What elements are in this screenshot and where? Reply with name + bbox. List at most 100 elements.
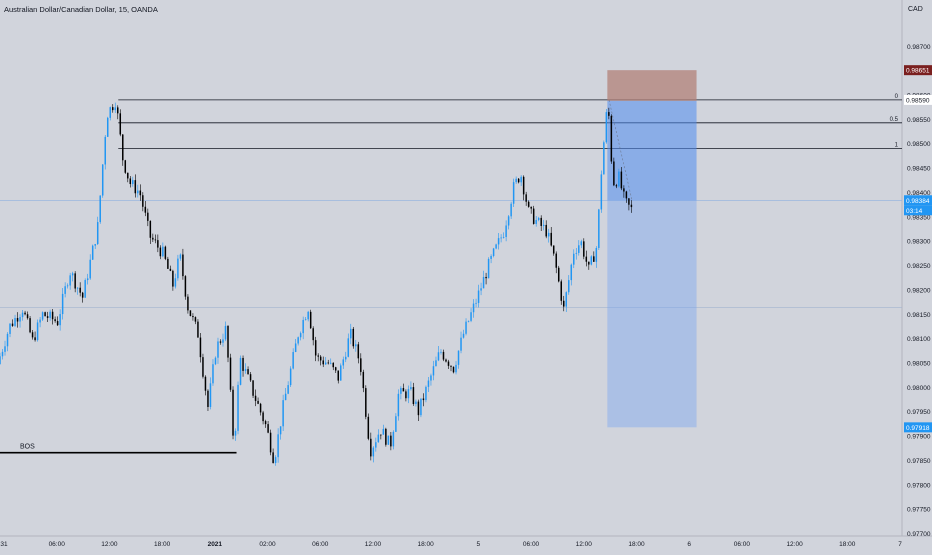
candle-body — [557, 267, 560, 282]
price-axis[interactable]: 0.987000.986500.986000.985500.985000.984… — [907, 44, 931, 538]
candle-body — [212, 364, 214, 384]
candle-body — [49, 311, 51, 318]
candle-body — [432, 366, 435, 376]
candle-body — [217, 341, 219, 358]
candle-body — [46, 316, 49, 318]
candle-body — [41, 312, 44, 320]
candle-body — [382, 428, 385, 435]
candle-body — [452, 366, 455, 373]
candle-body — [357, 344, 360, 359]
position-tool[interactable] — [607, 70, 697, 428]
candle-body — [397, 393, 400, 417]
candle-body — [347, 338, 350, 357]
candle-body — [314, 340, 317, 356]
price-badges: 0.98651 0.98590 0.98384 03:14 0.97918 — [904, 65, 932, 433]
candle-body — [66, 285, 69, 287]
candle-body — [437, 352, 440, 361]
candle-body — [169, 268, 172, 271]
candle-body — [239, 357, 242, 385]
candle-body — [287, 385, 289, 394]
candle-body — [234, 430, 237, 436]
time-tick-label: 06:00 — [312, 541, 329, 548]
candle-body — [600, 174, 603, 210]
candle-body — [495, 244, 497, 249]
candle-body — [610, 115, 613, 162]
candle-body — [370, 438, 372, 457]
candle-body — [277, 434, 279, 458]
price-tick-label: 0.97750 — [907, 507, 931, 514]
candle-body — [112, 107, 114, 111]
time-tick-label: 18:00 — [839, 541, 856, 548]
candle-body — [620, 171, 623, 189]
candle-body — [184, 276, 187, 297]
chart-title: Australian Dollar/Canadian Dollar, 15, O… — [4, 5, 158, 14]
price-tick-label: 0.98350 — [907, 214, 931, 221]
candle-body — [242, 357, 244, 371]
candle-body — [257, 400, 259, 404]
candle-body — [568, 280, 570, 293]
candle-body — [31, 332, 34, 338]
bos-label: BOS — [20, 444, 35, 451]
candle-body — [56, 321, 59, 326]
candle-body — [515, 178, 517, 183]
candle-body — [442, 351, 445, 360]
candle-body — [302, 319, 304, 334]
candle-body — [24, 312, 26, 315]
candle-body — [505, 225, 507, 237]
candle-body — [422, 398, 425, 401]
candle-body — [202, 357, 204, 377]
candle-body — [435, 360, 437, 367]
entry-price-badge-bg — [904, 94, 932, 105]
position-path-line — [608, 99, 633, 201]
fib-level-label: 1 — [895, 143, 899, 149]
candle-body — [309, 311, 312, 329]
candle-body — [274, 457, 277, 463]
candle-body — [628, 198, 630, 205]
candle-body — [21, 312, 24, 318]
stop-loss-zone — [607, 70, 697, 101]
candle-body — [324, 362, 327, 365]
candle-body — [96, 222, 99, 245]
candle-body — [502, 236, 505, 238]
candle-body — [81, 292, 84, 298]
candle-body — [244, 369, 247, 371]
candle-body — [563, 300, 565, 307]
price-tick-label: 0.97800 — [907, 482, 931, 489]
candle-body — [500, 237, 502, 239]
candle-body — [445, 359, 447, 362]
time-tick-label: 02:00 — [259, 541, 276, 548]
candle-body — [94, 244, 96, 246]
candle-body — [0, 356, 1, 364]
candle-body — [247, 369, 249, 375]
candle-body — [603, 142, 605, 175]
price-tick-label: 0.98050 — [907, 361, 931, 368]
time-tick-label: 12:00 — [576, 541, 593, 548]
candle-body — [259, 403, 262, 413]
candle-body — [192, 315, 194, 318]
candle-body — [39, 319, 41, 323]
candle-body — [262, 412, 264, 422]
candle-body — [565, 292, 568, 307]
candle-body — [252, 380, 254, 396]
countdown-badge-bg — [904, 205, 932, 216]
candle-body — [152, 237, 154, 240]
time-tick-label: 18:00 — [628, 541, 645, 548]
candle-body — [497, 238, 500, 245]
candle-body — [129, 178, 132, 185]
candle-body — [307, 311, 309, 320]
candle-body — [537, 217, 540, 221]
candle-body — [327, 362, 329, 364]
candle-body — [395, 416, 397, 432]
candle-body — [517, 178, 520, 183]
candle-body — [154, 239, 157, 241]
price-tick-label: 0.98500 — [907, 141, 931, 148]
candle-body — [144, 206, 147, 213]
time-tick-label: 06:00 — [49, 541, 66, 548]
candle-body — [122, 134, 124, 161]
candle-body — [254, 395, 257, 401]
candle-body — [583, 241, 585, 257]
time-axis[interactable]: 31 06:00 12:00 18:00 2021 02:00 06:00 12:00 18:0… — [0, 541, 902, 548]
candle-body — [402, 388, 405, 392]
